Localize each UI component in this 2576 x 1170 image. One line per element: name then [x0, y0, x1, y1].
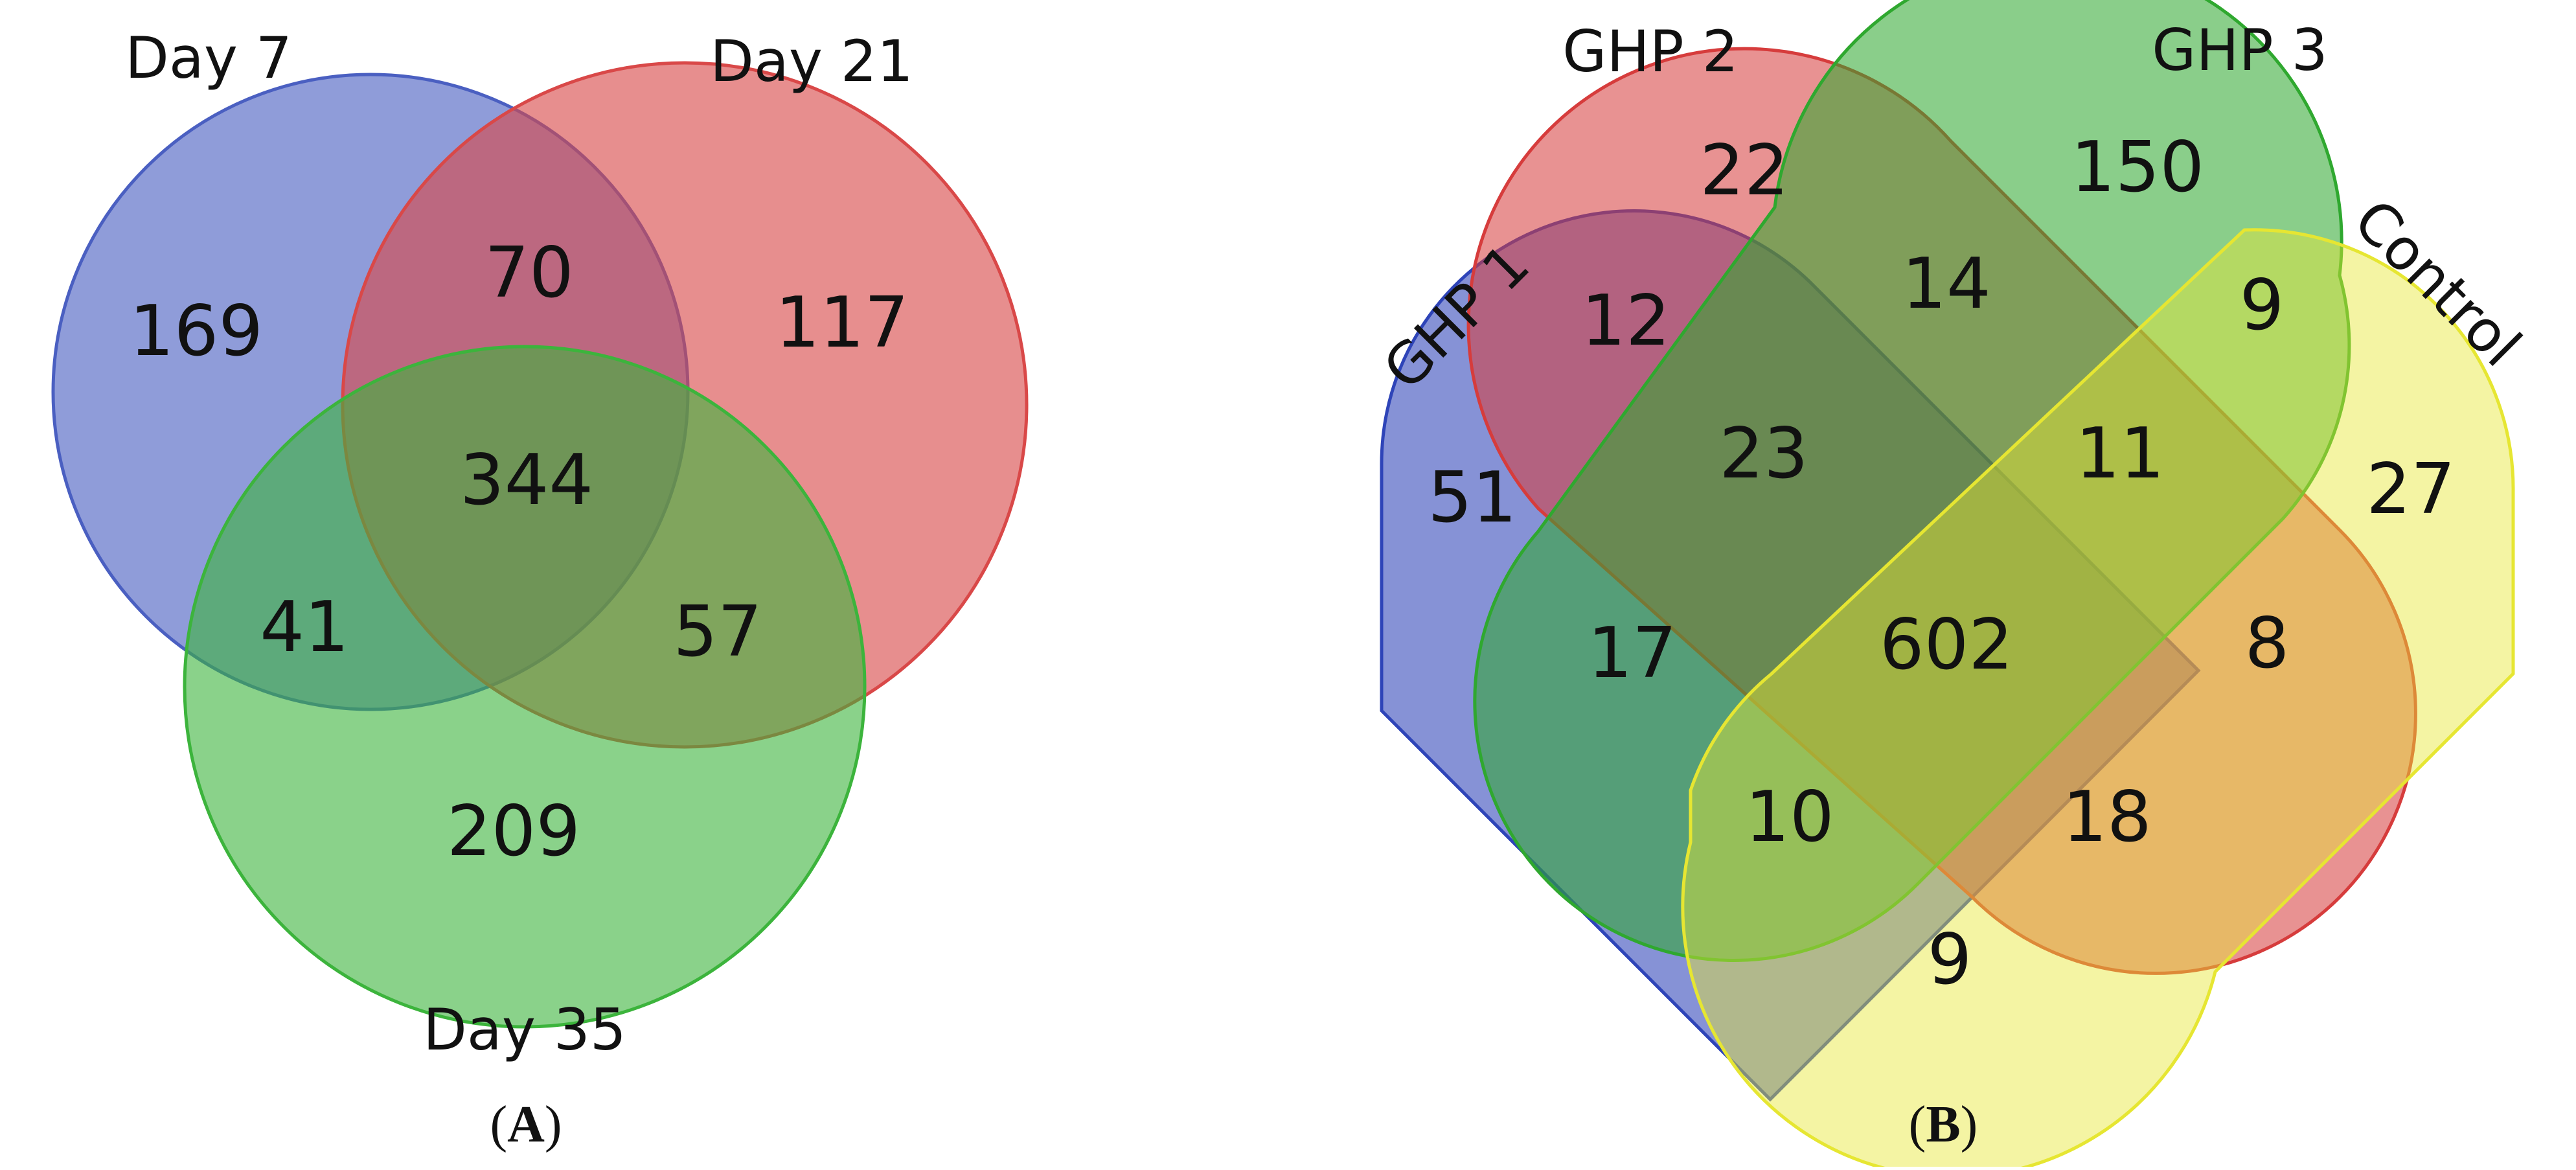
region-day7-only: 169 [130, 291, 263, 372]
region-all-four: 602 [1880, 604, 2013, 685]
region-day7-day21: 70 [484, 233, 573, 314]
region-ghp1-ghp2: 12 [1581, 281, 1670, 361]
venn-b: GHP 1 GHP 2 GHP 3 Control 51 22 150 27 1… [1371, 0, 2534, 1170]
region-ghp2-control: 8 [2245, 603, 2290, 684]
panel-b-caption: (B) [1909, 1096, 1978, 1153]
region-day21-only: 117 [775, 282, 909, 363]
region-day35-only: 209 [447, 791, 580, 872]
region-ghp3-control: 9 [2240, 265, 2285, 346]
set-ghp3-region [1473, 0, 2351, 962]
region-ghp1-ghp3: 17 [1588, 613, 1676, 694]
set-label-day7: Day 7 [125, 25, 292, 91]
set-label-day35: Day 35 [423, 996, 626, 1063]
region-ghp2-ghp3-control: 11 [2075, 413, 2164, 494]
region-ghp1-ghp3-control: 10 [1745, 777, 1834, 858]
set-label-day21: Day 21 [710, 28, 913, 95]
region-day7-day35: 41 [260, 587, 348, 668]
region-control-only: 27 [2366, 449, 2455, 530]
venn-a: Day 7 Day 21 Day 35 169 117 209 70 41 57… [51, 25, 1029, 1063]
region-ghp1-control: 9 [1928, 919, 1972, 1000]
region-ghp2-ghp3: 14 [1902, 244, 1990, 325]
region-ghp1-only: 51 [1428, 457, 1516, 538]
region-all-three: 344 [460, 440, 593, 521]
set-day35-circle [183, 345, 867, 1029]
set-label-ghp3: GHP 3 [2152, 17, 2327, 84]
region-ghp1-ghp2-ghp3: 23 [1719, 413, 1808, 494]
region-ghp3-only: 150 [2071, 127, 2204, 208]
panel-a-caption: (A) [490, 1096, 562, 1153]
region-ghp1-ghp2-control: 18 [2062, 777, 2151, 858]
set-label-ghp2: GHP 2 [1562, 18, 1738, 85]
region-ghp2-only: 22 [1700, 130, 1788, 211]
region-day21-day35: 57 [673, 591, 762, 672]
